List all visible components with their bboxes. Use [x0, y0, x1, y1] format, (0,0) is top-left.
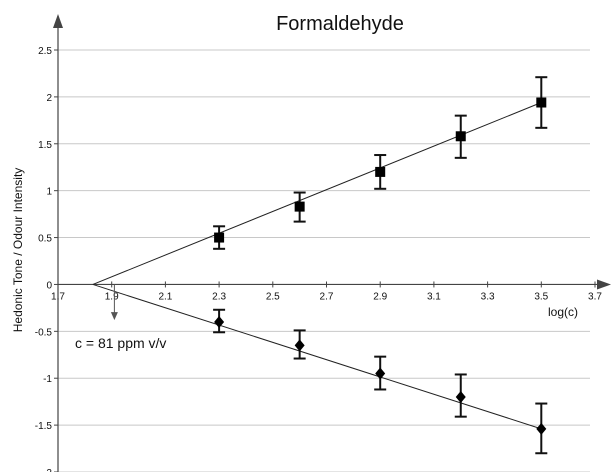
- y-axis-label: Hedonic Tone / Odour Intensity: [11, 168, 25, 333]
- fit-line: [92, 283, 542, 430]
- y-tick-label: 1.5: [38, 140, 52, 151]
- y-axis-arrow: [53, 14, 63, 28]
- data-points: [214, 97, 547, 435]
- fit-line: [92, 102, 542, 285]
- annotations: c = 81 ppm v/v: [75, 284, 166, 351]
- annotation-text: c = 81 ppm v/v: [75, 335, 166, 351]
- y-tick-label: 1: [46, 187, 52, 198]
- x-tick-label: 2.9: [373, 291, 387, 302]
- y-tick-label: 2: [46, 93, 52, 104]
- x-tick-label: 3.3: [481, 291, 495, 302]
- y-tick-label: 0.5: [38, 234, 52, 245]
- x-tick-label: 3.5: [534, 291, 548, 302]
- data-point-square: [455, 131, 466, 142]
- x-axis-label: log(c): [548, 305, 578, 319]
- fit-lines: [92, 102, 542, 430]
- data-point-square: [214, 232, 225, 243]
- y-tick-label: -0.5: [35, 327, 53, 338]
- data-point-diamond: [455, 390, 466, 403]
- x-tick-label: 3.7: [588, 291, 602, 302]
- error-bars: [213, 76, 548, 455]
- axes: [53, 14, 611, 472]
- y-tick-label: -1.5: [35, 421, 53, 432]
- data-point-diamond: [536, 422, 547, 435]
- y-tick-label: -2: [43, 468, 52, 472]
- annotation-arrowhead: [110, 312, 118, 321]
- y-tick-label: 2.5: [38, 46, 52, 57]
- tick-labels: 2.5 2 1.5 1 0.5 0 -0.5 -1 -1.5 -2 1.7 1.9 2.1 2.3 2.5 2…: [35, 46, 603, 472]
- x-tick-label: 2.3: [212, 291, 226, 302]
- x-tick-label: 2.5: [266, 291, 280, 302]
- x-tick-label: 1.9: [105, 291, 119, 302]
- x-tick-label: 2.7: [320, 291, 334, 302]
- y-tick-label: 0: [46, 280, 52, 291]
- x-tick-label: 2.1: [158, 291, 172, 302]
- data-point-square: [536, 97, 547, 108]
- data-point-square: [294, 201, 305, 212]
- data-point-square: [375, 166, 386, 177]
- x-tick-label: 1.7: [51, 291, 65, 302]
- grid-lines: [58, 49, 590, 472]
- data-point-diamond: [375, 367, 386, 380]
- y-tick-label: -1: [43, 374, 52, 385]
- x-axis-arrow: [597, 279, 611, 290]
- data-point-diamond: [214, 315, 225, 328]
- x-tick-label: 3.1: [427, 291, 441, 302]
- chart-title: Formaldehyde: [276, 13, 404, 35]
- data-point-diamond: [294, 339, 305, 352]
